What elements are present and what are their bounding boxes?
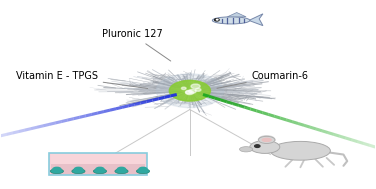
Ellipse shape: [93, 169, 106, 174]
Ellipse shape: [258, 136, 275, 143]
Ellipse shape: [270, 141, 331, 160]
Ellipse shape: [250, 141, 280, 153]
Circle shape: [74, 167, 83, 172]
Circle shape: [53, 167, 61, 172]
Circle shape: [186, 91, 194, 94]
Circle shape: [195, 88, 201, 91]
Circle shape: [189, 89, 196, 93]
Polygon shape: [227, 12, 246, 17]
Circle shape: [215, 19, 219, 21]
Ellipse shape: [72, 169, 85, 174]
Circle shape: [258, 136, 275, 144]
Circle shape: [255, 145, 260, 147]
Circle shape: [117, 167, 126, 172]
Circle shape: [217, 19, 218, 20]
Circle shape: [96, 167, 104, 172]
Circle shape: [139, 167, 147, 172]
FancyBboxPatch shape: [49, 153, 147, 175]
Ellipse shape: [261, 138, 272, 142]
Text: Vitamin E - TPGS: Vitamin E - TPGS: [16, 71, 148, 88]
Ellipse shape: [240, 147, 253, 152]
Text: Coumarin-6: Coumarin-6: [217, 71, 309, 88]
FancyBboxPatch shape: [51, 154, 145, 174]
Polygon shape: [250, 14, 263, 26]
Ellipse shape: [115, 169, 128, 174]
Ellipse shape: [50, 169, 64, 174]
Circle shape: [185, 91, 192, 94]
Ellipse shape: [136, 169, 150, 174]
Circle shape: [156, 74, 224, 108]
Circle shape: [191, 84, 200, 89]
FancyBboxPatch shape: [51, 164, 145, 174]
Circle shape: [169, 81, 211, 101]
Circle shape: [181, 87, 186, 90]
Circle shape: [261, 137, 272, 143]
Text: Pluronic 127: Pluronic 127: [102, 29, 171, 61]
Ellipse shape: [212, 17, 250, 24]
